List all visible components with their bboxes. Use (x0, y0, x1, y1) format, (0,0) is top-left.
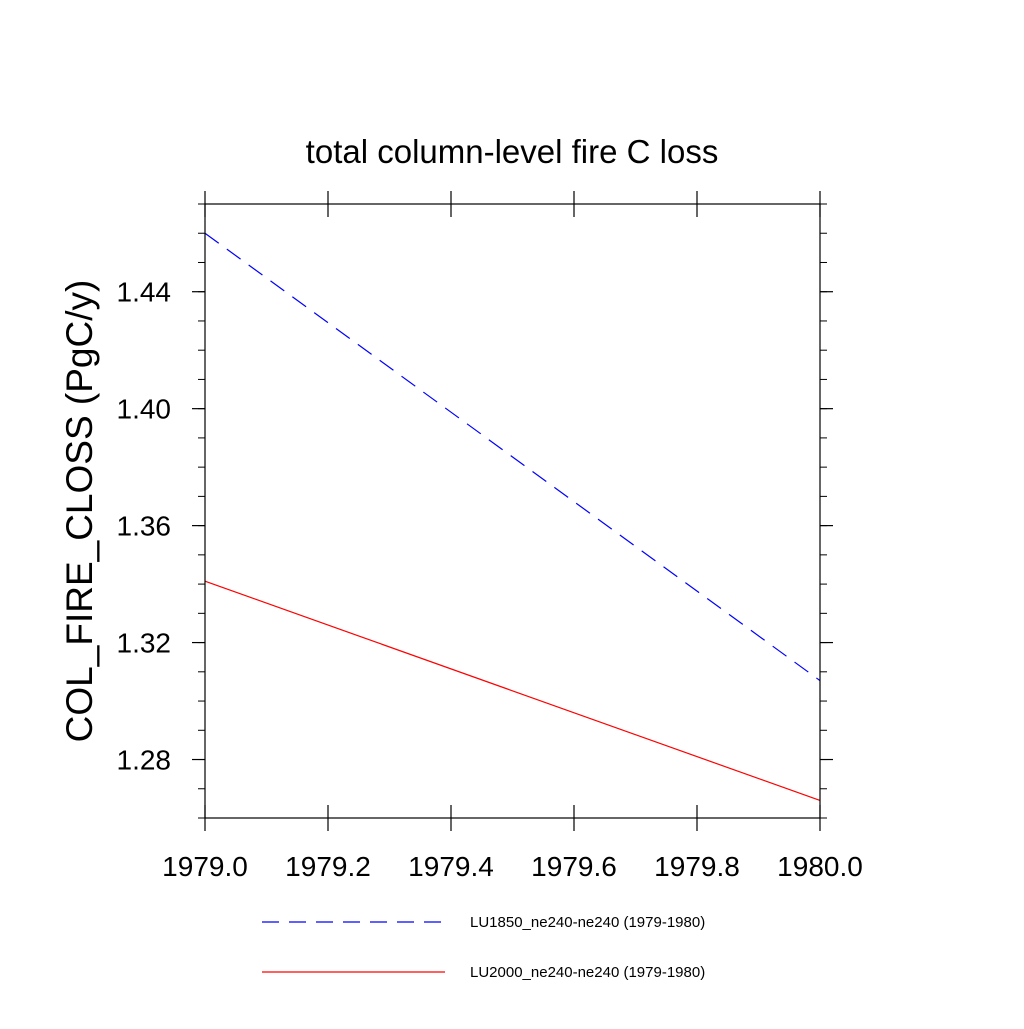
plot-frame (204, 203, 821, 819)
y-axis-label: COL_FIRE_CLOSS (PgC/y) (59, 280, 100, 743)
y-tick-label: 1.32 (117, 628, 172, 659)
x-tick-label: 1979.2 (285, 851, 371, 882)
x-tick-label: 1980.0 (777, 851, 863, 882)
y-tick-label: 1.44 (117, 277, 172, 308)
y-tick-label: 1.36 (117, 511, 172, 542)
series-line-2 (204, 580, 821, 802)
x-tick-label: 1979.4 (408, 851, 494, 882)
chart-title: total column-level fire C loss (306, 133, 719, 170)
plot-area: 1979.0 1979.2 1979.4 1979.6 1979.8 1980.0 1.28… (117, 191, 863, 882)
y-tick-label: 1.28 (117, 745, 172, 776)
legend-label-2: LU2000_ne240-ne240 (1979-1980) (470, 964, 705, 981)
legend: LU1850_ne240-ne240 (1979-1980) LU2000_ne2… (262, 914, 705, 981)
x-tick-label: 1979.6 (531, 851, 617, 882)
x-tick-label: 1979.8 (654, 851, 740, 882)
x-tick-label: 1979.0 (162, 851, 248, 882)
series-line-1 (204, 232, 821, 682)
y-tick-label: 1.40 (117, 394, 172, 425)
legend-label-1: LU1850_ne240-ne240 (1979-1980) (470, 914, 705, 931)
